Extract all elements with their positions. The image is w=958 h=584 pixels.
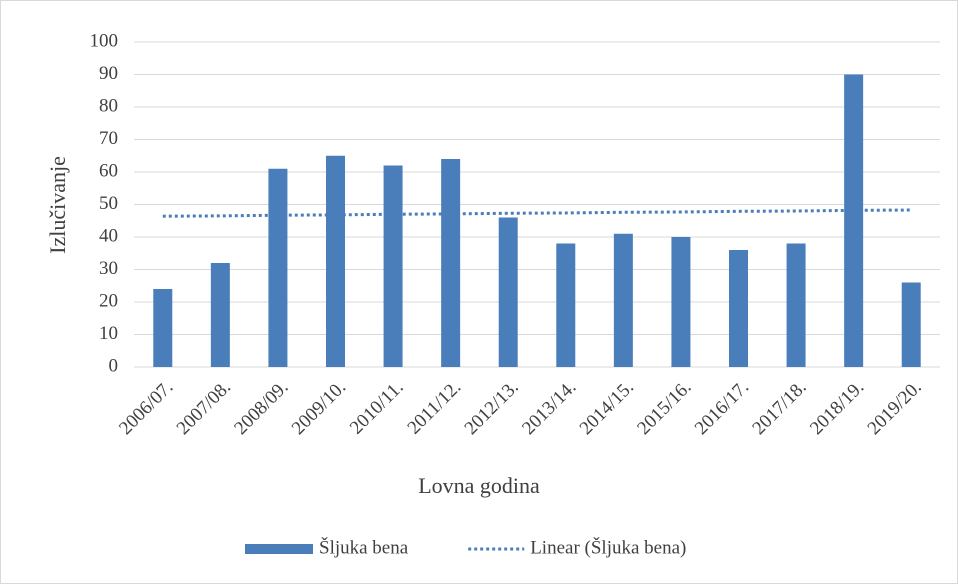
y-tick-label: 30 bbox=[99, 258, 118, 279]
bar bbox=[268, 168, 288, 367]
y-tick-label: 60 bbox=[99, 160, 118, 181]
bar bbox=[441, 159, 461, 367]
bar bbox=[844, 74, 864, 367]
bar bbox=[671, 237, 691, 367]
bar bbox=[729, 250, 748, 367]
bar bbox=[326, 155, 345, 367]
bar bbox=[901, 282, 921, 367]
legend-label: Linear (Šljuka bena) bbox=[530, 536, 686, 558]
bar bbox=[556, 243, 576, 367]
bar bbox=[210, 263, 230, 367]
bar bbox=[786, 243, 806, 367]
y-tick-label: 10 bbox=[99, 323, 118, 344]
y-tick-label: 20 bbox=[99, 290, 118, 311]
y-tick-label: 90 bbox=[99, 63, 118, 84]
y-tick-label: 70 bbox=[99, 128, 118, 149]
y-tick-label: 40 bbox=[99, 225, 118, 246]
y-tick-label: 50 bbox=[99, 193, 118, 214]
y-axis-title: Izlučivanje bbox=[45, 156, 70, 254]
bar bbox=[613, 233, 633, 367]
bar bbox=[383, 165, 403, 367]
y-tick-label: 80 bbox=[99, 95, 118, 116]
bar bbox=[498, 217, 518, 367]
trend-line bbox=[162, 208, 912, 218]
y-tick-label: 100 bbox=[90, 30, 119, 51]
x-axis-title: Lovna godina bbox=[418, 473, 540, 498]
y-tick-label: 0 bbox=[109, 355, 119, 376]
legend-swatch bbox=[245, 544, 313, 554]
legend-label: Šljuka bena bbox=[319, 536, 409, 558]
bar bbox=[153, 289, 173, 367]
